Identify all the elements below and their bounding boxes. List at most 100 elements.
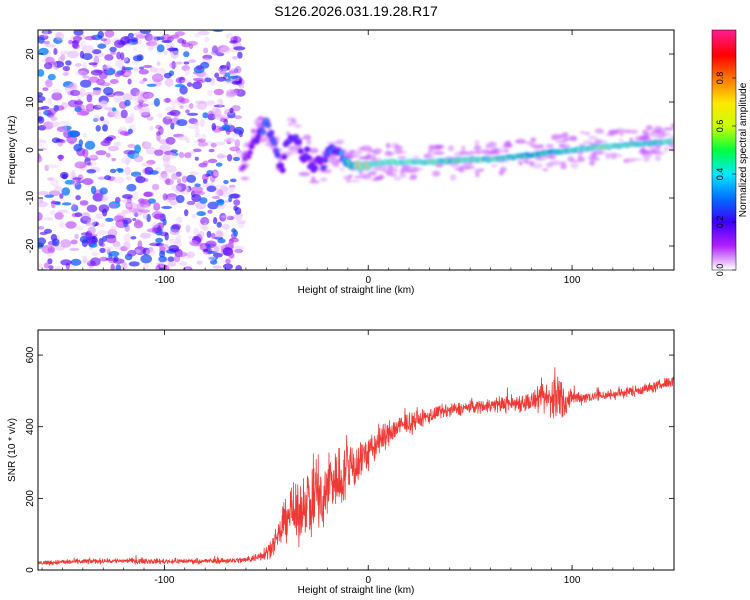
noise-blob [121,199,132,203]
noise-blob [96,230,109,235]
noise-blob [82,148,89,158]
noise-blob [145,248,156,256]
noise-blob [146,159,156,165]
noise-blob [59,221,65,229]
noise-blob [237,221,245,229]
noise-blob [43,62,53,70]
ridge-halo [254,119,260,126]
ridge-core [322,166,325,169]
colorbar-band [712,32,736,35]
colorbar-band [712,158,736,161]
noise-blob [141,141,148,147]
colorbar-band [712,44,736,47]
noise-blob [189,171,199,176]
ridge-core [297,140,301,144]
noise-blob [225,33,233,39]
noise-blob [39,231,48,236]
noise-blob [38,191,49,196]
ridge-halo [320,177,328,182]
x-tick-label: 0 [365,275,371,286]
noise-blob [120,246,128,252]
noise-blob [115,264,122,270]
colorbar-band [712,260,736,263]
noise-blob [202,54,213,60]
noise-blob [141,111,151,118]
noise-blob [98,95,109,105]
noise-blob [124,166,131,176]
noise-blob [39,197,44,203]
noise-blob [123,57,131,64]
noise-blob [54,31,62,38]
ridge-halo [432,151,445,155]
colorbar-band [712,138,736,141]
noise-blob [146,83,157,87]
noise-blob [123,241,131,250]
noise-blob [104,54,114,61]
noise-blob [171,185,182,192]
noise-blob [173,133,184,138]
noise-blob [213,217,218,225]
noise-blob [65,60,72,66]
colorbar-band [712,208,736,211]
noise-blob [151,221,159,228]
noise-blob [221,223,230,230]
noise-blob [100,242,105,248]
noise-blob [90,185,97,195]
noise-blob [124,116,134,124]
noise-blob [214,184,224,190]
noise-blob [113,141,121,147]
noise-blob [170,122,175,130]
noise-blob [129,37,138,42]
noise-blob [165,115,172,120]
noise-blob [87,162,92,166]
ridge-halo [473,168,484,172]
ridge-halo [569,159,581,163]
colorbar-band [712,66,736,69]
noise-blob [226,136,235,143]
noise-blob [99,82,111,87]
noise-blob [211,107,219,115]
noise-blob [184,152,192,159]
noise-blob [88,242,98,248]
noise-blob [181,65,190,72]
ridge-halo [412,155,420,159]
noise-blob [188,240,198,246]
noise-blob [62,125,67,133]
ridge-halo [503,148,509,153]
noise-blob [215,162,223,167]
noise-blob [183,61,190,65]
noise-blob [181,175,188,183]
colorbar-band [712,180,736,183]
snr-y-axis: 0 200 400 600 [25,346,674,573]
noise-blob [188,103,194,109]
noise-blob [217,198,225,206]
noise-blob [142,77,148,82]
figure-title: S126.2026.031.19.28.R17 [274,3,438,19]
noise-blob [123,233,132,243]
noise-blob [202,112,209,119]
noise-blob [93,117,99,122]
colorbar-band [712,54,736,57]
noise-blob [180,79,192,84]
colorbar-band [712,160,736,163]
ridge-halo [657,130,666,134]
noise-blob [82,259,92,264]
noise-blob [113,114,124,119]
noise-blob [206,230,212,238]
colorbar-band [712,164,736,167]
colorbar-band [712,224,736,227]
noise-blob [104,246,113,251]
noise-blob [57,209,69,214]
noise-blob [229,107,234,114]
noise-blob [72,40,79,49]
noise-blob [146,228,158,233]
ridge-halo [643,157,650,163]
ridge-halo [358,170,364,175]
noise-blob [220,186,229,193]
ridge-core [266,123,270,127]
noise-blob [139,66,144,70]
noise-blob [173,113,179,118]
noise-blob [48,121,60,127]
noise-blob [143,141,153,148]
ridge-halo [560,163,567,170]
